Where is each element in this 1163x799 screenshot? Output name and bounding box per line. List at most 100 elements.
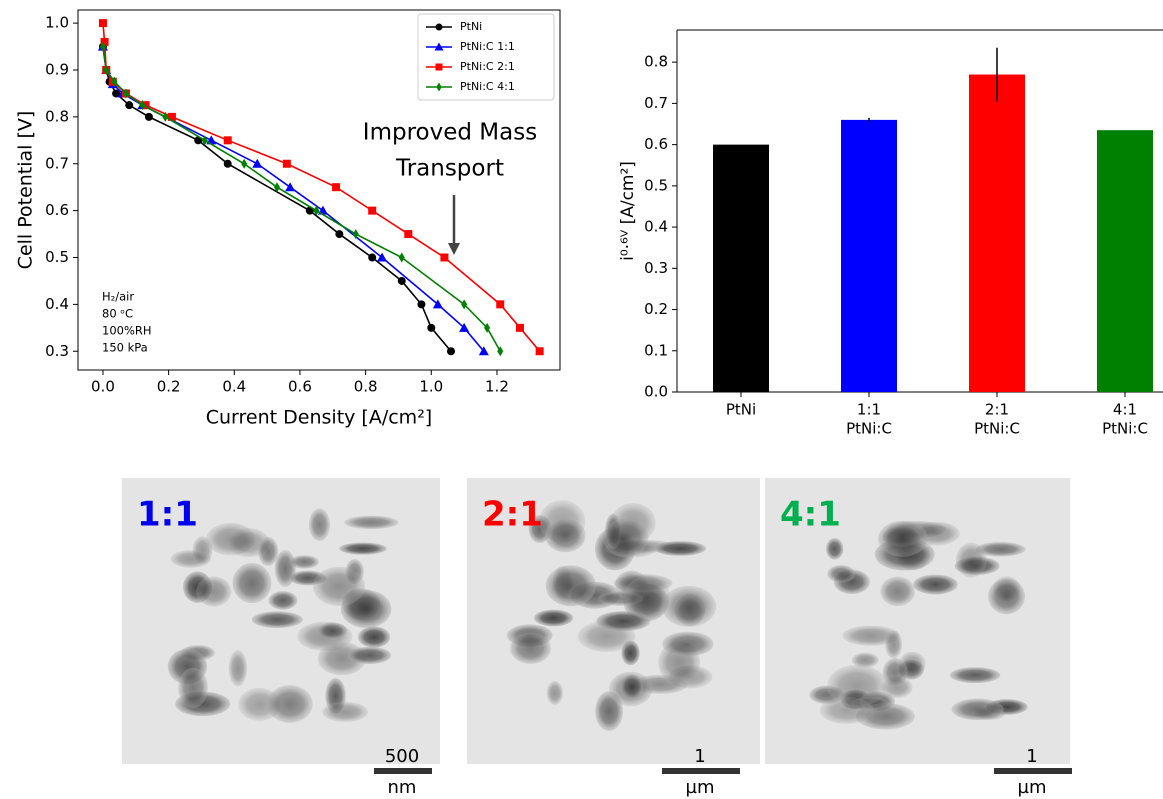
data-point (432, 299, 443, 309)
particle (510, 632, 551, 664)
scale-value: 1 (694, 746, 705, 767)
particle (170, 550, 212, 568)
data-point (252, 158, 263, 168)
data-point (313, 205, 320, 216)
particle (348, 646, 392, 664)
particle (317, 622, 348, 640)
data-point (100, 37, 109, 46)
x-tick-label: 0.4 (222, 378, 246, 396)
particle (662, 631, 714, 657)
condition-label: H₂/air (102, 290, 134, 304)
data-point (98, 19, 107, 28)
data-point (496, 300, 505, 309)
data-point (535, 347, 544, 356)
data-point (103, 65, 110, 75)
particle (258, 536, 279, 566)
data-point (273, 182, 280, 193)
data-point (122, 88, 129, 99)
y-axis-label: i⁰·⁶ⱽ [A/cm²] (618, 161, 638, 261)
particle (603, 518, 649, 557)
data-point (144, 112, 153, 121)
data-point (417, 300, 426, 309)
legend-box (417, 13, 555, 101)
data-point (427, 323, 436, 332)
x-tick-label: PtNi (726, 401, 756, 419)
legend-label: PtNi:C 1:1 (460, 40, 515, 53)
particle (878, 520, 928, 557)
arrow-head (448, 243, 460, 255)
data-point (282, 159, 291, 168)
particle (975, 542, 1026, 557)
scale-value: 1 (1026, 746, 1037, 767)
data-point (241, 158, 248, 169)
scale-bar (994, 768, 1072, 774)
y-tick-label: 0.4 (45, 295, 69, 313)
condition-label: 80 ᵒC (102, 307, 133, 321)
micrograph: 1:1 (122, 478, 440, 764)
particle (842, 625, 900, 646)
particle (313, 566, 366, 606)
y-tick-label: 0.3 (644, 259, 668, 277)
legend-label: PtNi (460, 20, 482, 33)
sample-label: 1:1 (137, 495, 198, 535)
data-point (368, 253, 377, 262)
x-tick-label: 0.6 (288, 378, 312, 396)
particle (955, 542, 987, 578)
particle (988, 578, 1026, 615)
micrograph: 2:1 (467, 478, 760, 764)
data-point (497, 346, 504, 357)
y-tick-label: 1.0 (45, 14, 69, 32)
y-tick-label: 0.8 (45, 107, 69, 125)
particle (882, 658, 908, 687)
data-point (440, 253, 449, 262)
data-point (139, 100, 146, 111)
x-tick-label: 2:1 (985, 401, 1009, 419)
x-tick-label: PtNi:C (846, 420, 892, 438)
x-tick-label: PtNi:C (974, 420, 1020, 438)
particle (654, 541, 706, 556)
particle (620, 674, 644, 700)
sample-label: 2:1 (482, 495, 543, 535)
data-point (461, 299, 468, 310)
bar (969, 74, 1025, 392)
bar (1097, 130, 1153, 392)
scale-bar (662, 768, 740, 774)
particle (339, 542, 387, 555)
particle (268, 591, 298, 610)
data-point (446, 347, 455, 356)
data-point (478, 346, 489, 356)
scale-unit: nm (388, 777, 417, 798)
particle (546, 681, 564, 705)
y-tick-label: 0.5 (45, 248, 69, 266)
particle (624, 575, 671, 619)
particle (827, 664, 888, 707)
particle (661, 585, 717, 627)
particle (533, 609, 574, 627)
micrograph: 4:1 (765, 478, 1070, 764)
condition-label: 150 kPa (102, 341, 148, 355)
y-tick-label: 0.9 (45, 61, 69, 79)
particle (228, 650, 248, 687)
x-tick-label: PtNi:C (1102, 420, 1148, 438)
particle (196, 576, 232, 607)
particle (913, 574, 958, 595)
data-point (112, 89, 121, 98)
particle (178, 667, 208, 708)
x-tick-label: 1.2 (485, 378, 509, 396)
annotation: Improved Mass (363, 120, 537, 146)
y-axis-label: Cell Potential [V] (15, 111, 37, 270)
y-tick-label: 0.7 (45, 154, 69, 172)
y-tick-label: 0.8 (644, 53, 668, 71)
particle (544, 518, 586, 553)
data-point (332, 183, 341, 192)
condition-label: 100%RH (102, 324, 152, 338)
legend-marker (434, 42, 444, 51)
particle (251, 611, 303, 628)
scale-value: 500 (385, 746, 419, 767)
annotation: Transport (395, 156, 504, 182)
series-line (102, 46, 452, 352)
particle (827, 565, 855, 583)
legend-label: PtNi:C 4:1 (460, 80, 515, 93)
data-point (141, 101, 150, 110)
